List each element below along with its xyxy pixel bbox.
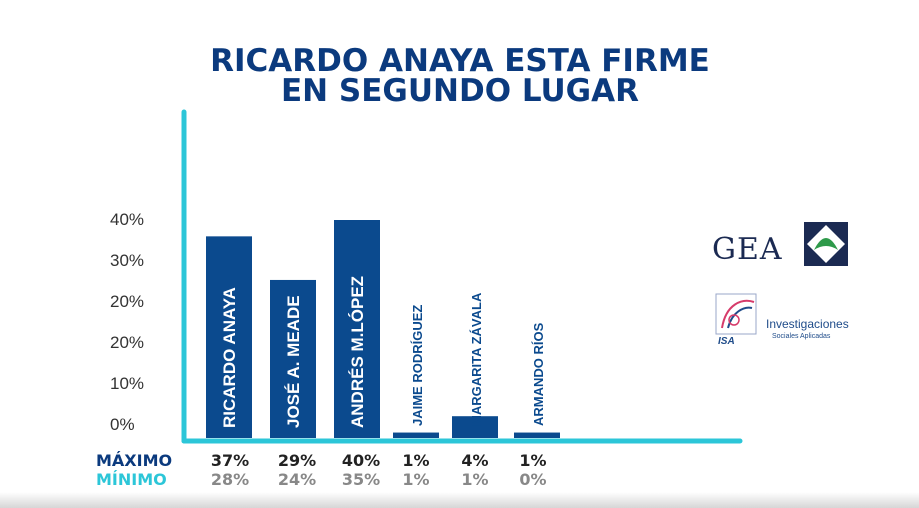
- chart-title-line-1: RICARDO ANAYA ESTA FIRME: [210, 43, 710, 79]
- isa-logo-name: Investigaciones: [766, 317, 849, 331]
- gea-logo-icon: [804, 222, 848, 266]
- bar-4: [452, 416, 498, 438]
- bar-1: [270, 279, 316, 438]
- bar-2: [334, 220, 380, 438]
- min-value-4: 1%: [461, 470, 489, 489]
- bar-label-2: ANDRÉS M.LÓPEZ: [348, 276, 367, 428]
- max-value-5: 1%: [519, 451, 547, 470]
- y-tick-label: 30%: [110, 251, 145, 270]
- max-value-2: 40%: [341, 451, 381, 470]
- isa-abbr-text: ISA: [718, 336, 735, 346]
- min-value-1: 24%: [277, 470, 317, 489]
- max-value-0: 37%: [210, 451, 250, 470]
- min-value-5: 0%: [519, 470, 547, 489]
- isa-logo-icon: ISA: [715, 293, 757, 346]
- y-tick-label: 20%: [110, 292, 145, 311]
- bar-0: [206, 236, 252, 438]
- bar-3: [393, 432, 439, 438]
- bottom-shade: [0, 492, 919, 508]
- max-value-4: 4%: [461, 451, 489, 470]
- max-value-3: 1%: [402, 451, 430, 470]
- y-tick-label: 10%: [110, 374, 145, 393]
- y-tick-label: 20%: [110, 333, 145, 352]
- bar-label-0: RICARDO ANAYA: [220, 287, 239, 428]
- max-value-1: 29%: [277, 451, 317, 470]
- bar-label-1: JOSÉ A. MEADE: [284, 295, 303, 428]
- chart-title-line-2: EN SEGUNDO LUGAR: [281, 73, 639, 109]
- isa-logo-subtitle: Sociales Aplicadas: [772, 333, 831, 340]
- minimo-row-label: MÍNIMO: [96, 470, 167, 489]
- bar-5: [514, 432, 560, 438]
- bars-group: RICARDO ANAYA JOSÉ A. MEADE ANDRÉS M.LÓPEZ…: [206, 220, 560, 438]
- maximo-row-label: MÁXIMO: [96, 451, 173, 470]
- min-value-0: 28%: [210, 470, 250, 489]
- bar-label-3: JAIME RODRÍGUEZ: [410, 305, 425, 426]
- bar-label-4: MARGARITA ZÁVALA: [469, 292, 484, 426]
- y-tick-label: 0%: [110, 415, 135, 434]
- gea-logo-text: GEA: [712, 232, 783, 267]
- min-value-2: 35%: [341, 470, 381, 489]
- bar-label-5: ARMANDO RÍOS: [531, 322, 546, 426]
- y-tick-label: 40%: [110, 210, 145, 229]
- min-value-3: 1%: [402, 470, 430, 489]
